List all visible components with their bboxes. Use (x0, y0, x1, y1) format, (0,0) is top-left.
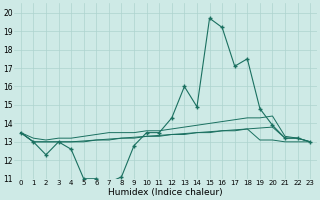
X-axis label: Humidex (Indice chaleur): Humidex (Indice chaleur) (108, 188, 223, 197)
